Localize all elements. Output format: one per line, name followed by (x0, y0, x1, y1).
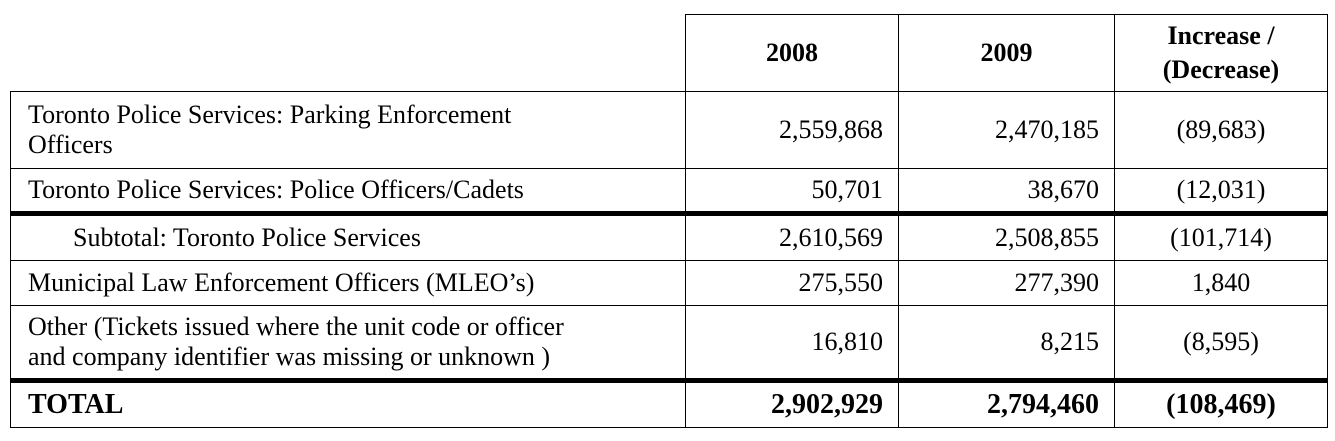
row-label-line2: Officers (28, 130, 113, 159)
row-label: Toronto Police Services: Parking Enforce… (10, 91, 686, 169)
cell-2009: 2,470,185 (898, 91, 1115, 169)
header-2008: 2008 (685, 14, 899, 92)
cell-2009: 38,670 (898, 168, 1115, 214)
cell-change: 1,840 (1114, 260, 1328, 306)
cell-2008: 2,559,868 (685, 91, 899, 169)
cell-2008: 16,810 (685, 305, 899, 381)
cell-change: (101,714) (1114, 211, 1328, 261)
header-blank-cell (10, 14, 686, 92)
row-label: Municipal Law Enforcement Officers (MLEO… (10, 260, 686, 306)
total-change: (108,469) (1114, 378, 1328, 428)
cell-2009: 277,390 (898, 260, 1115, 306)
header-change: Increase / (Decrease) (1114, 14, 1328, 92)
subtotal-row: Subtotal: Toronto Police Services 2,610,… (10, 211, 1328, 261)
header-change-line2: (Decrease) (1162, 55, 1280, 84)
cell-2008: 2,610,569 (685, 211, 899, 261)
row-label: Toronto Police Services: Police Officers… (10, 168, 686, 214)
cell-change: (12,031) (1114, 168, 1328, 214)
table-row: Other (Tickets issued where the unit cod… (10, 305, 1328, 381)
row-label-line1: Other (Tickets issued where the unit cod… (28, 312, 564, 341)
total-row: TOTAL 2,902,929 2,794,460 (108,469) (10, 378, 1328, 428)
row-label-line1: Toronto Police Services: Parking Enforce… (28, 100, 512, 129)
total-2008: 2,902,929 (685, 378, 899, 428)
table-row: Toronto Police Services: Police Officers… (10, 168, 1328, 214)
table-row: Municipal Law Enforcement Officers (MLEO… (10, 260, 1328, 306)
row-label: Other (Tickets issued where the unit cod… (10, 305, 686, 381)
header-2009: 2009 (898, 14, 1115, 92)
table-row: Toronto Police Services: Parking Enforce… (10, 91, 1328, 169)
header-change-line1: Increase / (1167, 21, 1275, 50)
cell-2008: 50,701 (685, 168, 899, 214)
ticket-issuance-table: 2008 2009 Increase / (Decrease) Toronto … (10, 14, 1328, 428)
cell-change: (89,683) (1114, 91, 1328, 169)
cell-2009: 2,508,855 (898, 211, 1115, 261)
row-label: Subtotal: Toronto Police Services (10, 211, 686, 261)
total-2009: 2,794,460 (898, 378, 1115, 428)
header-row: 2008 2009 Increase / (Decrease) (10, 14, 1328, 92)
cell-2009: 8,215 (898, 305, 1115, 381)
row-label-line2: and company identifier was missing or un… (28, 342, 551, 371)
cell-change: (8,595) (1114, 305, 1328, 381)
total-label: TOTAL (10, 378, 686, 428)
cell-2008: 275,550 (685, 260, 899, 306)
